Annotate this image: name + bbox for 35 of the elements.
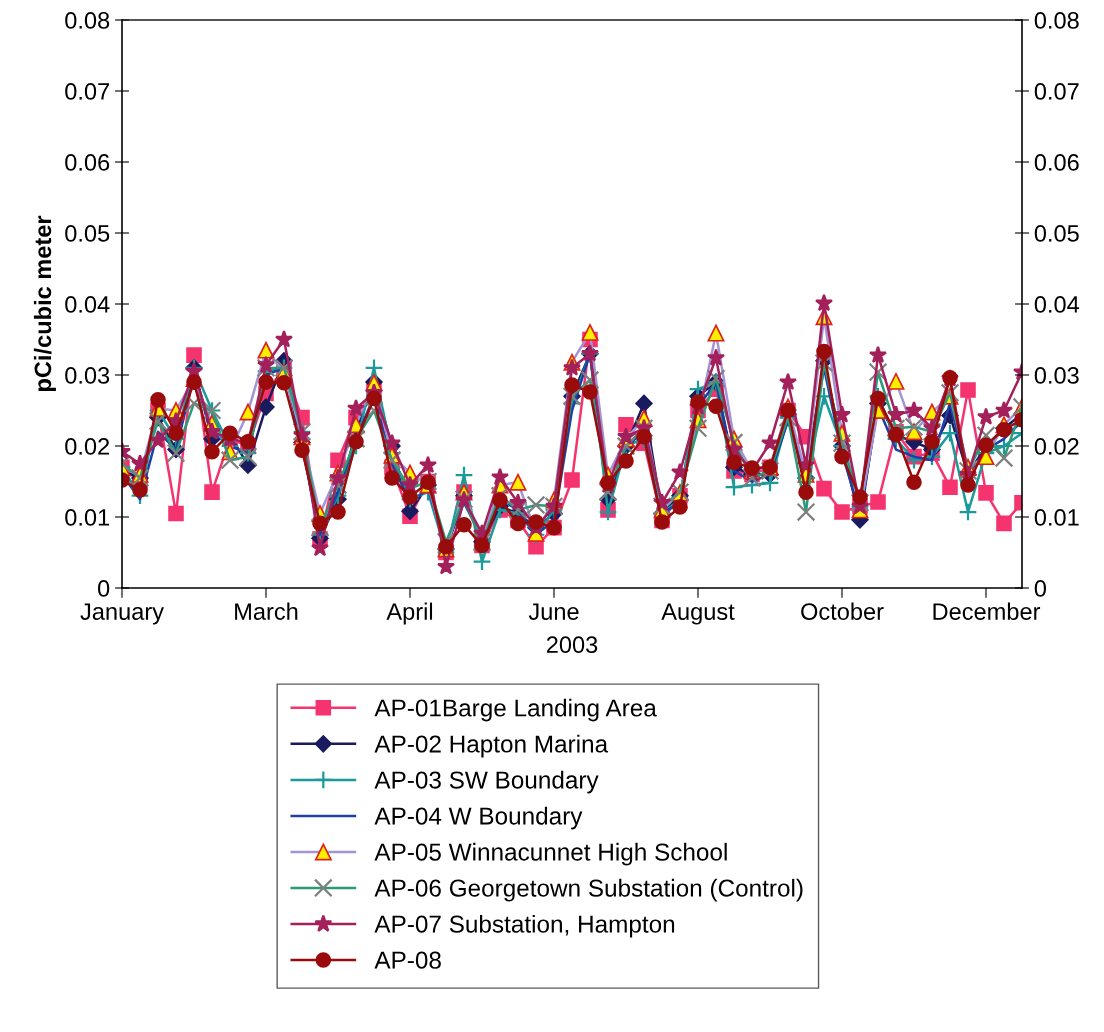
y-tick-label: 0.07 bbox=[65, 83, 110, 100]
legend-label: AP-06 Georgetown Substation (Control) bbox=[374, 878, 803, 902]
legend-label: AP-03 SW Boundary bbox=[374, 770, 599, 794]
x-tick-label: December bbox=[933, 602, 1041, 620]
y2-tick-label: 0.03 bbox=[1034, 367, 1079, 384]
y-tick-label: 0 bbox=[97, 580, 110, 597]
legend-label: AP-01Barge Landing Area bbox=[374, 698, 657, 722]
x-tick-label: August bbox=[661, 603, 735, 625]
legend-label: AP-05 Winnacunnet High School bbox=[374, 842, 727, 866]
legend-label: AP-02 Hapton Marina bbox=[374, 734, 609, 758]
x-tick-label: January bbox=[80, 603, 164, 625]
y-tick-label: 0.05 bbox=[65, 225, 110, 242]
y2-tick-label: 0.08 bbox=[1034, 12, 1079, 29]
y2-tick-label: 0.04 bbox=[1034, 296, 1080, 313]
y2-tick-label: 0.01 bbox=[1034, 509, 1079, 526]
y-tick-label: 0.06 bbox=[65, 154, 110, 171]
x-tick-label: June bbox=[528, 603, 579, 620]
x-tick-label: March bbox=[235, 602, 298, 620]
y-axis-title: pCi/cubic meter bbox=[33, 215, 56, 391]
y2-tick-label: 0.07 bbox=[1034, 83, 1079, 100]
y2-tick-label: 0.05 bbox=[1034, 225, 1079, 242]
y2-tick-label: 0 bbox=[1034, 580, 1047, 597]
y-tick-label: 0.04 bbox=[65, 296, 110, 313]
y-tick-label: 0.03 bbox=[65, 367, 110, 384]
x-tick-label: October bbox=[801, 602, 884, 620]
legend-label: AP-08 bbox=[374, 951, 441, 969]
y2-tick-label: 0.06 bbox=[1034, 154, 1079, 171]
y-tick-label: 0.01 bbox=[65, 509, 110, 526]
x-tick-label: April bbox=[386, 602, 433, 625]
legend-label: AP-07 Substation, Hampton bbox=[374, 914, 675, 938]
x-axis-title: 2003 bbox=[546, 636, 598, 654]
y2-tick-label: 0.02 bbox=[1034, 438, 1079, 455]
y-tick-label: 0.02 bbox=[65, 438, 110, 455]
legend-label: AP-04 W Boundary bbox=[374, 806, 583, 830]
y-tick-label: 0.08 bbox=[65, 12, 110, 29]
